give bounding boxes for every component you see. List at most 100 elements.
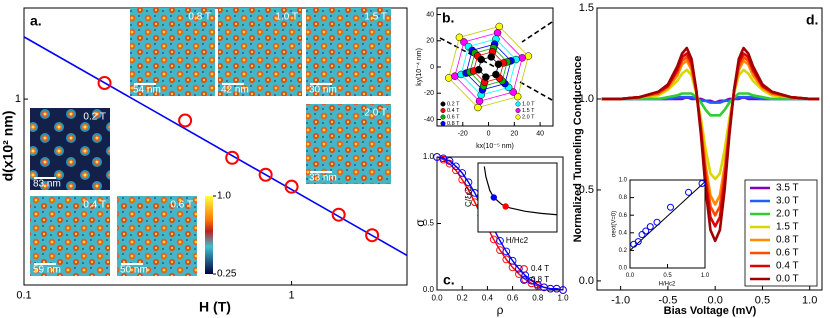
- y-tick-label: 1.5: [579, 2, 594, 14]
- plot-frame: [629, 179, 706, 269]
- legend-marker: [440, 114, 446, 120]
- legend-marker: [515, 101, 521, 107]
- panel-label: c.: [443, 272, 455, 288]
- panel-label: b.: [442, 10, 454, 26]
- plot-frame: [477, 162, 558, 233]
- x-tick-label: 40: [536, 131, 544, 138]
- x-axis-label: Bias Voltage (mV): [664, 305, 757, 317]
- x-tick-label: 0.2: [457, 294, 469, 303]
- x-tick-label: 0.1: [16, 290, 31, 302]
- legend-label: 1.5 T: [776, 222, 799, 233]
- scale-bar: [134, 83, 156, 85]
- fit-line: [629, 181, 706, 251]
- data-point: [445, 157, 454, 165]
- x-tick-label: 1.0: [701, 273, 710, 279]
- data-point: [513, 92, 522, 101]
- stm-image: [218, 8, 302, 96]
- field-label: 0.4 T: [83, 200, 106, 211]
- y-axis-label: σext(V=0): [612, 211, 618, 238]
- stm-image: [30, 108, 110, 190]
- colorbar-label: 0.25: [217, 269, 237, 280]
- data-point: [667, 203, 674, 211]
- scale-label: 42 nm: [221, 85, 249, 96]
- colorbar: [205, 196, 213, 274]
- legend-label: 0.4 T: [776, 261, 799, 272]
- data-point: [474, 66, 483, 74]
- x-axis-label: kx(10⁻⁵ nm): [476, 143, 514, 150]
- scale-bar: [34, 177, 56, 179]
- scale-bar: [222, 83, 244, 85]
- y-tick-label: 0.0: [619, 266, 628, 272]
- y-tick-label: 0.5: [579, 184, 594, 196]
- x-tick-label: 20: [510, 131, 518, 138]
- stm-image: [117, 196, 197, 276]
- legend-box: [744, 179, 818, 287]
- x-axis-label: ρ: [497, 303, 504, 317]
- legend-label: 3.0 T: [776, 196, 799, 207]
- field-label: 1.5 T: [364, 12, 387, 23]
- data-point: [653, 218, 661, 226]
- y-tick-label: -40: [424, 116, 434, 123]
- x-axis-label: H (T): [199, 299, 231, 315]
- data-point: [559, 286, 567, 294]
- x-tick-label: 0.0: [626, 273, 635, 279]
- series-line: [601, 92, 820, 117]
- divider: [519, 81, 553, 101]
- data-point: [464, 178, 473, 187]
- field-label: 0.2 T: [83, 112, 106, 123]
- stm-image: [130, 8, 215, 96]
- data-point: [487, 53, 496, 61]
- data-point: [493, 29, 502, 37]
- legend-label: 0.8 T: [776, 235, 799, 246]
- data-point: [474, 103, 482, 112]
- x-tick-label: 0.4: [482, 294, 494, 303]
- data-point: [646, 223, 654, 231]
- stm-image: [306, 104, 391, 184]
- x-tick-label: -0.5: [658, 295, 677, 307]
- legend-label: 2.0 T: [776, 209, 799, 220]
- x-tick-label: 0: [487, 131, 491, 138]
- data-point: [458, 169, 467, 177]
- data-point: [482, 73, 490, 81]
- legend-label: 0.2 T: [447, 101, 460, 107]
- data-point: [502, 203, 509, 210]
- y-tick-label: 1: [15, 93, 21, 105]
- stm-image: [30, 196, 110, 276]
- scale-bar: [121, 263, 143, 265]
- data-point: [494, 60, 503, 68]
- y-tick-label: 1.0: [579, 93, 594, 105]
- y-tick-label: 0.5: [423, 219, 435, 228]
- data-point: [439, 154, 448, 163]
- y-tick-label: 0.0: [423, 285, 435, 294]
- x-tick-label: 0.8: [532, 294, 544, 303]
- legend-label: 0.4 T: [447, 108, 460, 114]
- data-point: [258, 167, 273, 182]
- y-tick-label: -20: [424, 90, 434, 97]
- data-point: [533, 280, 542, 289]
- data-point: [451, 72, 459, 80]
- data-point: [452, 162, 460, 171]
- legend-label: 2.0 T: [522, 114, 535, 120]
- y-tick-label: 0.2: [619, 248, 628, 254]
- x-tick-label: 0.6: [507, 294, 519, 303]
- data-point: [97, 76, 112, 91]
- field-label: 0.8 T: [188, 12, 211, 23]
- legend-label: 0.4 T: [531, 264, 549, 273]
- data-point: [284, 179, 299, 194]
- y-tick-label: 0.4: [619, 230, 628, 236]
- scale-label: 30 nm: [309, 85, 337, 96]
- legend-label: 0.6 T: [447, 114, 460, 120]
- x-tick-label: 0.5: [755, 295, 770, 307]
- x-tick-label: -1.0: [611, 295, 630, 307]
- colorbar-label: 1.0: [217, 191, 231, 202]
- y-tick-label: 0.6: [619, 213, 628, 219]
- data-point: [365, 228, 380, 243]
- legend-marker: [440, 107, 446, 113]
- x-tick-label: 1: [289, 290, 295, 302]
- data-point: [642, 227, 650, 235]
- data-point: [178, 113, 193, 128]
- data-point: [460, 38, 468, 46]
- divider: [439, 37, 496, 68]
- data-point: [698, 180, 706, 188]
